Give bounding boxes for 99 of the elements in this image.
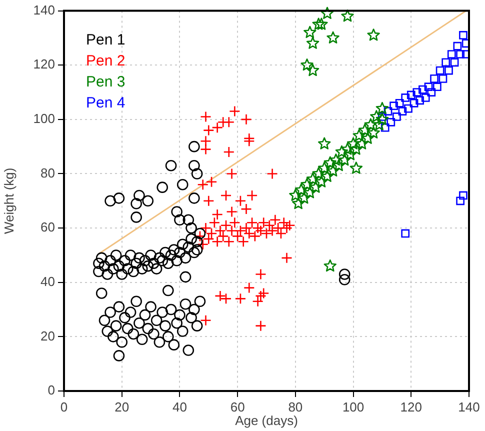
point bbox=[346, 137, 360, 150]
y-tick-label: 140 bbox=[33, 2, 55, 18]
point bbox=[352, 129, 366, 142]
x-tick-label: 40 bbox=[172, 399, 187, 414]
x-tick-label: 0 bbox=[60, 399, 68, 414]
point bbox=[324, 156, 336, 168]
text: Pen 3 bbox=[86, 73, 126, 90]
point bbox=[312, 18, 325, 30]
y-tick-label: 0 bbox=[48, 382, 55, 398]
point bbox=[338, 154, 351, 166]
point bbox=[376, 102, 389, 114]
point bbox=[315, 175, 328, 188]
point bbox=[459, 31, 468, 40]
point bbox=[292, 196, 305, 210]
point bbox=[453, 42, 462, 50]
x-tick-label: 120 bbox=[400, 399, 422, 414]
point bbox=[410, 98, 418, 108]
point bbox=[335, 145, 348, 158]
point bbox=[401, 94, 410, 102]
point bbox=[436, 66, 444, 75]
point bbox=[350, 162, 363, 174]
y-tick-label: 60 bbox=[40, 220, 55, 235]
point bbox=[332, 158, 346, 172]
point bbox=[412, 88, 422, 96]
point bbox=[304, 186, 316, 198]
point bbox=[326, 164, 340, 177]
point bbox=[315, 18, 328, 30]
point bbox=[398, 107, 407, 116]
text: Pen 1 bbox=[86, 31, 126, 48]
point bbox=[401, 229, 410, 238]
point bbox=[421, 94, 430, 102]
point bbox=[318, 137, 331, 150]
point bbox=[456, 50, 465, 58]
x-tick-label: 20 bbox=[114, 399, 130, 414]
y-tick-label: 120 bbox=[33, 56, 55, 72]
point bbox=[341, 142, 354, 155]
point bbox=[364, 118, 377, 130]
point bbox=[450, 58, 459, 67]
point bbox=[358, 124, 372, 136]
point bbox=[306, 64, 320, 76]
point bbox=[424, 82, 433, 92]
point bbox=[438, 74, 448, 83]
y-tick-label: 100 bbox=[33, 111, 55, 126]
point bbox=[370, 110, 383, 122]
y-tick-label: 80 bbox=[40, 165, 55, 180]
point bbox=[418, 85, 427, 94]
point bbox=[456, 196, 465, 206]
point bbox=[462, 39, 469, 48]
point bbox=[367, 126, 380, 139]
point bbox=[390, 102, 398, 110]
point bbox=[395, 98, 404, 108]
point bbox=[372, 118, 386, 130]
point bbox=[320, 6, 334, 20]
point bbox=[432, 82, 442, 92]
point bbox=[350, 142, 363, 155]
text: Pen 4 bbox=[86, 94, 126, 112]
point bbox=[376, 112, 389, 125]
x-tick-label: 140 bbox=[458, 399, 480, 414]
point bbox=[344, 148, 357, 160]
point bbox=[341, 10, 354, 22]
point bbox=[309, 180, 322, 193]
point bbox=[298, 192, 310, 204]
point bbox=[406, 90, 416, 100]
x-axis-title: Age (days) bbox=[235, 412, 298, 428]
point bbox=[386, 118, 396, 126]
text: Pen 2 bbox=[86, 52, 126, 70]
point bbox=[318, 162, 331, 174]
point bbox=[367, 28, 380, 41]
point bbox=[427, 88, 436, 96]
point bbox=[294, 183, 308, 196]
point bbox=[404, 104, 412, 113]
y-tick-label: 20 bbox=[40, 328, 55, 344]
point bbox=[384, 107, 392, 116]
y-axis-title: Weight (kg) bbox=[1, 168, 16, 234]
point bbox=[361, 132, 374, 144]
point bbox=[312, 167, 325, 180]
y-tick-label: 40 bbox=[40, 274, 55, 289]
point bbox=[324, 259, 336, 272]
point bbox=[330, 154, 342, 166]
point bbox=[326, 31, 340, 44]
point bbox=[444, 66, 453, 75]
point bbox=[430, 74, 438, 83]
point bbox=[306, 172, 320, 185]
point bbox=[416, 96, 424, 105]
point bbox=[304, 26, 316, 38]
point bbox=[306, 36, 320, 49]
x-tick-label: 80 bbox=[288, 399, 303, 414]
x-tick-label: 100 bbox=[342, 399, 364, 414]
point bbox=[392, 112, 401, 121]
point bbox=[380, 123, 390, 132]
point bbox=[459, 191, 468, 200]
point bbox=[300, 58, 314, 71]
point bbox=[289, 188, 302, 201]
point bbox=[320, 170, 334, 182]
point bbox=[300, 178, 314, 190]
point bbox=[356, 137, 368, 150]
x-tick-label: 60 bbox=[230, 399, 245, 414]
point bbox=[442, 58, 450, 67]
point bbox=[447, 50, 456, 58]
